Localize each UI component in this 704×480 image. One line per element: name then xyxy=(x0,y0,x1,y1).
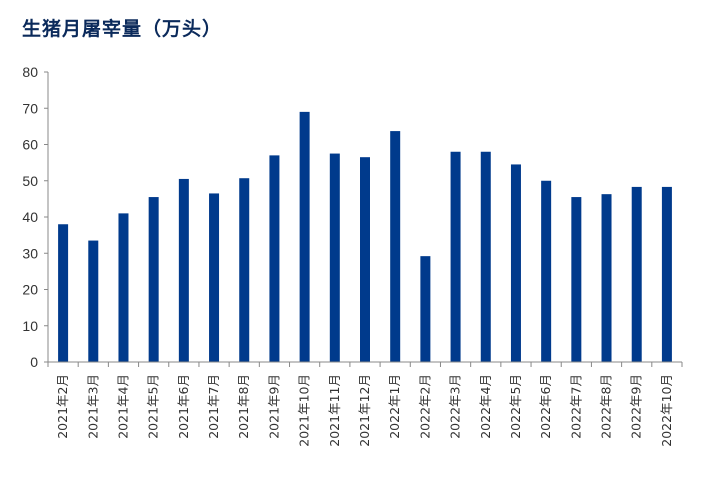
bar xyxy=(269,155,280,362)
x-tick-label: 2021年11月 xyxy=(327,374,342,447)
x-tick-label: 2021年5月 xyxy=(146,374,161,439)
bar xyxy=(209,193,220,362)
x-tick-label: 2022年8月 xyxy=(599,374,614,439)
bar xyxy=(178,178,189,362)
bar xyxy=(541,180,552,362)
bar xyxy=(571,197,582,362)
x-tick-label: 2021年8月 xyxy=(236,374,251,439)
chart-title: 生猪月屠宰量（万头） xyxy=(22,18,223,40)
y-tick-label: 0 xyxy=(30,354,38,370)
x-tick-label: 2022年5月 xyxy=(508,374,523,439)
bar xyxy=(299,111,310,362)
bar xyxy=(118,213,129,362)
bar xyxy=(360,157,370,362)
bar xyxy=(239,178,250,362)
x-tick-label: 2021年7月 xyxy=(206,374,221,439)
y-axis: 0 10 20 30 40 50 60 70 80 xyxy=(22,64,49,370)
y-tick-label: 70 xyxy=(22,100,38,116)
x-tick-label: 2022年7月 xyxy=(568,374,583,439)
bar xyxy=(450,151,461,362)
y-tick-label: 30 xyxy=(22,245,38,261)
y-tick-label: 10 xyxy=(22,318,38,334)
x-tick-label: 2022年3月 xyxy=(448,374,463,439)
y-tick-label: 80 xyxy=(22,64,38,80)
x-tick-label: 2022年4月 xyxy=(478,374,493,439)
x-tick-label: 2022年10月 xyxy=(659,374,674,447)
y-tick-label: 20 xyxy=(22,282,38,298)
bars-group xyxy=(58,111,672,362)
bar xyxy=(661,186,672,362)
bar xyxy=(88,240,99,362)
x-tick-label: 2021年12月 xyxy=(357,374,372,447)
bar xyxy=(390,131,401,362)
x-tick-label: 2021年10月 xyxy=(297,374,312,447)
y-tick-label: 40 xyxy=(22,209,38,225)
x-tick-label: 2022年6月 xyxy=(538,374,553,439)
x-tick-label: 2021年9月 xyxy=(266,374,281,439)
x-axis: 2021年2月 2021年3月 2021年4月 2021年5月 2021年6月 2021年… xyxy=(47,361,683,447)
x-tick-label: 2021年2月 xyxy=(55,374,70,439)
bar xyxy=(58,224,69,362)
bar xyxy=(601,194,612,362)
bar xyxy=(329,153,340,362)
y-tick-label: 50 xyxy=(22,173,38,189)
x-tick-label: 2022年1月 xyxy=(387,374,402,439)
x-tick-label: 2021年3月 xyxy=(85,374,100,439)
bar xyxy=(631,186,642,362)
x-tick-label: 2022年2月 xyxy=(417,374,432,439)
bar xyxy=(420,256,431,362)
bar xyxy=(148,197,159,362)
x-tick-label: 2022年9月 xyxy=(629,374,644,439)
x-tick-label: 2021年4月 xyxy=(115,374,130,439)
y-tick-label: 60 xyxy=(22,137,38,153)
bar xyxy=(480,151,491,362)
x-tick-label: 2021年6月 xyxy=(176,374,191,439)
bar xyxy=(510,164,521,362)
